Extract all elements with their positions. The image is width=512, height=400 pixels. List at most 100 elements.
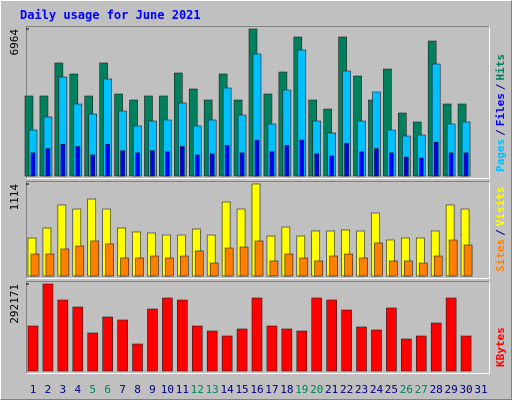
legend: Pages / Files / Hits [494,54,507,172]
bar [162,297,173,372]
bar [460,335,472,372]
bar [314,153,320,177]
x-tick-label: 22 [340,383,353,396]
bar [314,260,324,277]
x-tick-label: 28 [430,383,443,396]
bar [75,146,81,177]
legend: Sites / Visits [494,187,507,273]
x-tick-label: 11 [176,383,189,396]
bar [401,338,412,372]
x-tick-label: 9 [149,383,156,396]
bar [254,139,260,177]
bar [311,297,323,372]
bar [105,144,110,177]
bar [120,257,129,277]
x-tick-label: 27 [415,383,428,396]
panel-edge [26,26,490,179]
bar [448,152,454,177]
x-tick-label: 2 [45,383,52,396]
x-tick-label: 20 [310,383,323,396]
bar [329,255,338,277]
bar [177,299,188,372]
bar [418,262,428,277]
bar [165,151,170,177]
bar [117,319,128,372]
bar [239,152,245,177]
bar [254,240,264,277]
bar [191,325,203,372]
bar [404,260,413,277]
bar [147,308,158,372]
x-tick-label: 14 [221,383,235,396]
bar [299,257,309,277]
bar [445,297,457,372]
bar [374,242,383,277]
bar [90,240,100,277]
x-tick-label: 18 [280,383,293,396]
bar [418,157,424,177]
chart-title: Daily usage for June 2021 [20,8,201,22]
x-tick-label: 16 [250,383,263,396]
bar [430,322,442,372]
y-tick-label: 1114 [8,184,21,211]
bar [329,155,334,177]
bar [45,148,51,177]
x-tick-label: 24 [370,383,384,396]
bar [60,144,66,177]
x-tick-label: 19 [295,383,308,396]
bar [389,152,394,177]
bar [150,255,159,277]
x-tick-label: 26 [400,383,413,396]
x-tick-label: 10 [161,383,174,396]
x-tick-label: 15 [235,383,248,396]
bar [463,244,473,277]
bar [87,332,99,372]
bar [344,142,349,177]
legend-entry: Visits [494,187,507,227]
bar [150,150,155,177]
bar [224,247,234,277]
bar [105,243,114,277]
x-tick-label: 5 [89,383,96,396]
legend-entry: Hits [494,54,507,81]
bar [251,297,263,372]
bar [132,343,143,372]
y-tick-label: 6964 [8,29,21,56]
bar [326,299,337,372]
bar [120,150,125,177]
bar [135,257,144,277]
bar [180,146,185,177]
bar [30,253,40,277]
legend-entry: KBytes [494,327,507,367]
bar [42,283,54,372]
bar [386,307,397,372]
bar [433,255,443,277]
bar [359,257,368,277]
x-tick-label: 23 [355,383,368,396]
bar [72,306,84,372]
x-tick-label: 6 [104,383,111,396]
bar [284,145,290,177]
panel-edge [26,281,490,374]
x-tick-label: 3 [60,383,67,396]
panel-edge [26,181,490,279]
bar [341,309,352,372]
legend: KBytes [494,327,507,367]
bar [75,245,85,277]
bar [224,145,230,177]
x-tick-label: 7 [119,383,126,396]
bar [296,330,308,372]
bar [90,154,96,177]
bar [239,246,249,277]
bar [344,253,353,277]
bar [356,326,367,372]
bar [209,262,219,277]
legend-separator: / [494,129,507,136]
bar [27,325,39,372]
bar [389,260,398,277]
legend-entry: Sites [494,239,507,272]
bar [57,299,69,372]
x-tick-label: 1 [30,383,37,396]
x-tick-label: 13 [206,383,219,396]
